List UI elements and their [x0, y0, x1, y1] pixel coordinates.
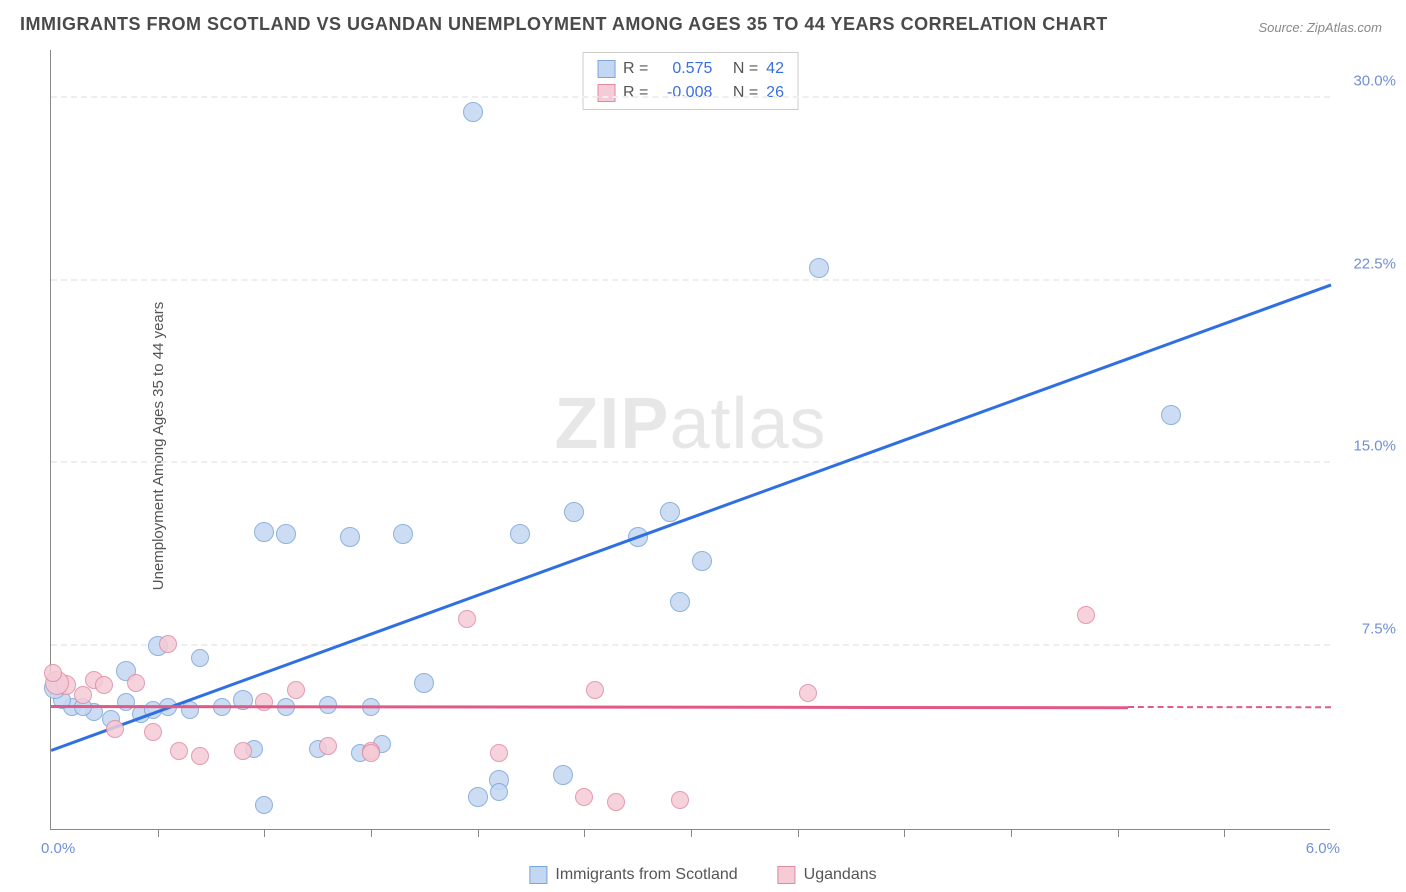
- scatter-point: [255, 693, 273, 711]
- scatter-point: [510, 524, 530, 544]
- x-tick-mark: [1224, 829, 1225, 837]
- legend-item-scotland: Immigrants from Scotland: [529, 866, 737, 884]
- scatter-point: [276, 524, 296, 544]
- trend-line: [1128, 706, 1331, 708]
- swatch-scotland: [597, 60, 615, 78]
- scatter-point: [463, 102, 483, 122]
- x-tick-mark: [1118, 829, 1119, 837]
- stats-row-scotland: R = 0.575 N = 42: [597, 57, 784, 81]
- scatter-point: [564, 502, 584, 522]
- scatter-point: [670, 592, 690, 612]
- x-tick-mark: [584, 829, 585, 837]
- grid-line: [51, 461, 1330, 463]
- scatter-point: [1161, 405, 1181, 425]
- scatter-point: [575, 788, 593, 806]
- watermark-bold: ZIP: [554, 384, 669, 464]
- x-tick-right: 6.0%: [1306, 840, 1340, 857]
- x-tick-mark: [798, 829, 799, 837]
- swatch-scotland: [529, 866, 547, 884]
- scatter-point: [1077, 606, 1095, 624]
- scatter-plot-area: ZIPatlas R = 0.575 N = 42 R = -0.008 N =…: [50, 50, 1330, 830]
- scatter-point: [340, 527, 360, 547]
- scatter-point: [393, 524, 413, 544]
- legend-label-scotland: Immigrants from Scotland: [555, 866, 737, 884]
- legend-item-uganda: Ugandans: [778, 866, 877, 884]
- r-value-uganda: -0.008: [656, 81, 712, 105]
- scatter-point: [671, 791, 689, 809]
- x-tick-mark: [478, 829, 479, 837]
- scatter-point: [490, 744, 508, 762]
- source-prefix: Source:: [1258, 20, 1306, 35]
- scatter-point: [95, 676, 113, 694]
- stats-legend-box: R = 0.575 N = 42 R = -0.008 N = 26: [582, 52, 799, 110]
- swatch-uganda: [778, 866, 796, 884]
- scatter-point: [468, 787, 488, 807]
- x-tick-mark: [691, 829, 692, 837]
- watermark-rest: atlas: [669, 384, 826, 464]
- chart-title: IMMIGRANTS FROM SCOTLAND VS UGANDAN UNEM…: [20, 14, 1108, 35]
- bottom-legend: Immigrants from Scotland Ugandans: [529, 866, 876, 884]
- scatter-point: [414, 673, 434, 693]
- scatter-point: [553, 765, 573, 785]
- scatter-point: [144, 723, 162, 741]
- scatter-point: [490, 783, 508, 801]
- scatter-point: [127, 674, 145, 692]
- scatter-point: [660, 502, 680, 522]
- scatter-point: [159, 635, 177, 653]
- scatter-point: [319, 737, 337, 755]
- scatter-point: [117, 693, 135, 711]
- legend-label-uganda: Ugandans: [804, 866, 877, 884]
- x-tick-mark: [264, 829, 265, 837]
- stats-row-uganda: R = -0.008 N = 26: [597, 81, 784, 105]
- scatter-point: [191, 649, 209, 667]
- scatter-point: [809, 258, 829, 278]
- n-label: N =: [733, 81, 758, 105]
- scatter-point: [362, 744, 380, 762]
- y-tick-label: 7.5%: [1336, 621, 1396, 638]
- source-credit: Source: ZipAtlas.com: [1258, 20, 1382, 35]
- grid-line: [51, 644, 1330, 646]
- n-value-uganda: 26: [766, 81, 784, 105]
- y-tick-label: 15.0%: [1336, 438, 1396, 455]
- scatter-point: [191, 747, 209, 765]
- grid-line: [51, 279, 1330, 281]
- scatter-point: [607, 793, 625, 811]
- n-label: N =: [733, 57, 758, 81]
- x-tick-mark: [1011, 829, 1012, 837]
- source-name: ZipAtlas.com: [1307, 20, 1382, 35]
- scatter-point: [254, 522, 274, 542]
- trend-line: [51, 283, 1332, 751]
- scatter-point: [255, 796, 273, 814]
- x-tick-mark: [371, 829, 372, 837]
- scatter-point: [287, 681, 305, 699]
- scatter-point: [44, 664, 62, 682]
- grid-line: [51, 96, 1330, 98]
- x-tick-mark: [158, 829, 159, 837]
- scatter-point: [74, 686, 92, 704]
- r-value-scotland: 0.575: [656, 57, 712, 81]
- n-value-scotland: 42: [766, 57, 784, 81]
- scatter-point: [170, 742, 188, 760]
- scatter-point: [799, 684, 817, 702]
- r-label: R =: [623, 57, 648, 81]
- watermark: ZIPatlas: [554, 383, 826, 465]
- scatter-point: [234, 742, 252, 760]
- y-tick-label: 22.5%: [1336, 255, 1396, 272]
- r-label: R =: [623, 81, 648, 105]
- x-tick-left: 0.0%: [41, 840, 75, 857]
- scatter-point: [586, 681, 604, 699]
- y-tick-label: 30.0%: [1336, 72, 1396, 89]
- scatter-point: [692, 551, 712, 571]
- scatter-point: [458, 610, 476, 628]
- scatter-point: [106, 720, 124, 738]
- swatch-uganda: [597, 84, 615, 102]
- x-tick-mark: [904, 829, 905, 837]
